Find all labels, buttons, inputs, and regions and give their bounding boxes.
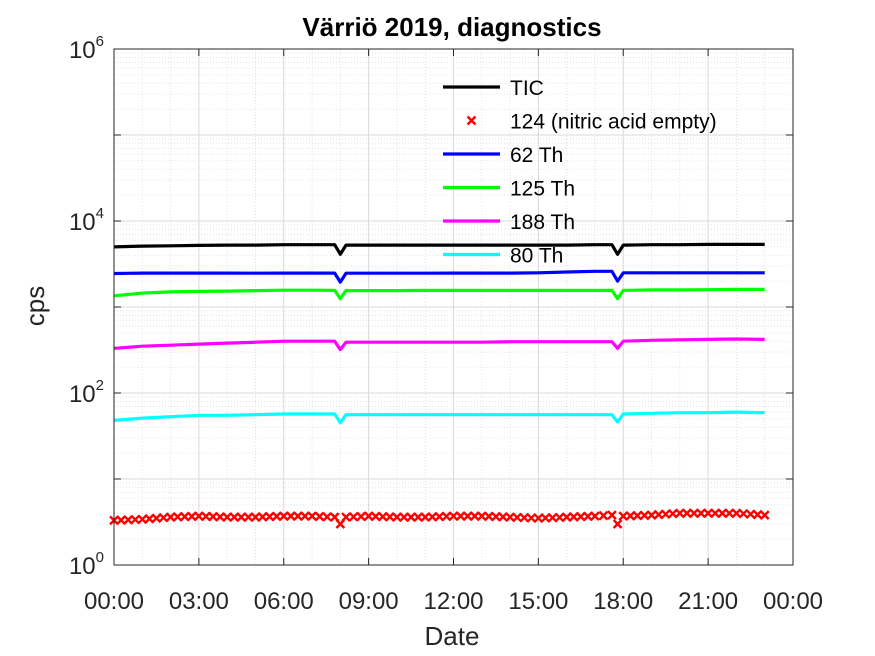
data-point-marker	[759, 510, 770, 520]
tick-marks	[113, 48, 794, 566]
data-point-marker	[689, 508, 699, 519]
data-point-marker	[710, 508, 721, 519]
x-tick-label: 00:00	[763, 588, 823, 615]
series-line-188-th	[113, 337, 765, 352]
data-point-marker	[300, 511, 310, 521]
x-axis-label: Date	[425, 621, 480, 651]
data-point-marker	[307, 511, 317, 521]
data-point-marker	[612, 519, 623, 529]
data-point-marker	[322, 511, 332, 522]
data-point-marker	[724, 508, 735, 519]
series-markers-124-nitric-acid-empty	[109, 508, 770, 529]
data-point-marker	[598, 510, 609, 521]
legend-label: 124 (nitric acid empty)	[510, 111, 717, 134]
data-point-marker	[222, 512, 233, 523]
data-point-marker	[392, 512, 402, 523]
y-tick-label: 100	[69, 549, 104, 580]
data-point-marker	[682, 508, 692, 519]
data-point-marker	[590, 511, 600, 521]
x-tick-label: 06:00	[254, 588, 314, 615]
series-line-80-th	[113, 410, 765, 425]
legend: TIC 124 (nitric acid empty) 62 Th 125 Th 188…	[443, 77, 717, 268]
y-tick-label: 104	[69, 205, 104, 236]
data-point-marker	[469, 511, 480, 521]
chart-title: Värriö 2019, diagnostics	[302, 12, 601, 42]
grid	[114, 49, 793, 565]
y-tick-labels: 100 102 104 106	[69, 33, 104, 580]
x-tick-label: 09:00	[339, 588, 399, 615]
data-point-marker	[462, 511, 473, 521]
data-point-marker	[278, 511, 289, 521]
data-point-marker	[285, 511, 296, 521]
data-point-marker	[717, 508, 728, 519]
data-point-marker	[236, 512, 247, 523]
x-tick-label: 03:00	[169, 588, 229, 615]
y-axis-label: cps	[20, 286, 50, 326]
plot-area	[109, 242, 770, 529]
data-point-marker	[229, 512, 240, 523]
x-tick-label: 18:00	[593, 588, 653, 615]
x-tick-label: 12:00	[423, 588, 483, 615]
legend-swatch	[466, 115, 477, 126]
data-point-marker	[348, 511, 359, 522]
data-point-marker	[674, 508, 685, 519]
x-tick-label: 21:00	[678, 588, 738, 615]
x-tick-label: 00:00	[84, 588, 144, 615]
legend-label: 188 Th	[510, 211, 575, 234]
data-point-marker	[293, 511, 303, 521]
data-point-marker	[243, 512, 254, 523]
y-tick-label: 102	[69, 377, 104, 408]
x-tick-labels: 00:00 03:00 06:00 09:00 12:00 15:00 18:00 21:00…	[84, 588, 823, 615]
data-point-marker	[455, 511, 466, 521]
series-line-tic	[113, 242, 765, 256]
legend-label: TIC	[510, 77, 544, 100]
data-point-marker	[356, 511, 366, 522]
legend-label: 125 Th	[510, 178, 575, 201]
legend-label: 62 Th	[510, 144, 563, 167]
data-point-marker	[406, 512, 416, 523]
series-line-62-th	[113, 269, 765, 284]
x-tick-label: 15:00	[508, 588, 568, 615]
data-point-marker	[448, 511, 459, 521]
data-point-marker	[607, 510, 617, 520]
legend-label: 80 Th	[510, 245, 563, 268]
data-point-marker	[399, 512, 409, 523]
y-tick-label: 106	[69, 33, 104, 64]
series-line-125-th	[113, 287, 765, 301]
data-point-marker	[413, 512, 423, 523]
data-point-marker	[703, 508, 713, 519]
data-point-marker	[696, 508, 706, 519]
data-point-marker	[314, 511, 325, 522]
data-point-marker	[341, 512, 351, 523]
